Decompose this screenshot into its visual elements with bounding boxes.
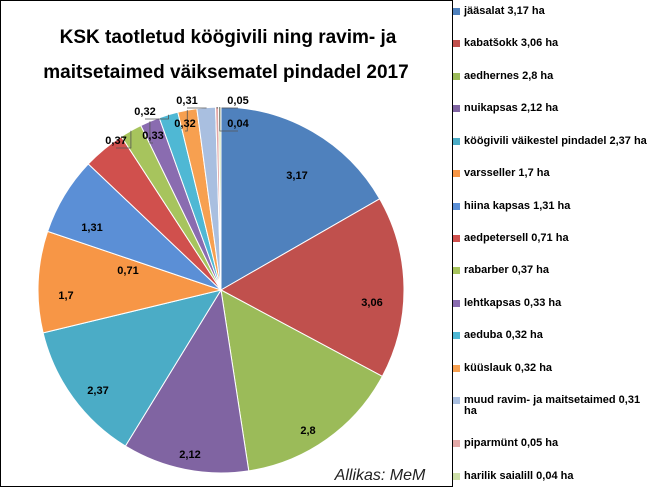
legend-item: lehtkapsas 0,33 ha (451, 296, 649, 309)
data-label: 0,05 (227, 95, 248, 107)
legend-label: aedpetersell 0,71 ha (464, 231, 569, 244)
data-label: 1,7 (58, 290, 73, 302)
pie-slice (220, 289, 384, 472)
pie-slice (218, 106, 222, 291)
legend-swatch (453, 202, 460, 210)
legend-item: hiina kapsas 1,31 ha (451, 199, 649, 212)
leader-line (219, 107, 238, 132)
legend-label: rabarber 0,37 ha (464, 264, 549, 277)
legend-label: nuikapsas 2,12 ha (464, 102, 559, 115)
leader-line (149, 121, 153, 144)
data-label: 1,31 (81, 222, 102, 234)
legend-label: piparmünt 0,05 ha (464, 437, 559, 450)
legend-item: nuikapsas 2,12 ha (451, 103, 649, 114)
legend-item: aedpetersell 0,71 ha (451, 231, 649, 244)
leader-line (185, 110, 188, 132)
legend-label: jääsalat 3,17 ha (464, 5, 545, 17)
data-label: 0,71 (117, 265, 138, 277)
pie-slice (124, 288, 250, 474)
data-label: 0,32 (134, 106, 155, 118)
legend-swatch (453, 234, 460, 242)
data-label: 3,17 (286, 170, 307, 182)
legend: jääsalat 3,17 ha kabatšokk 3,06 ha aedhern… (451, 6, 649, 482)
pie-slice (37, 230, 223, 334)
legend-swatch (453, 72, 460, 80)
legend-label: harilik saialill 0,04 ha (464, 469, 574, 482)
legend-swatch (453, 332, 460, 340)
legend-label: muud ravim- ja maitsetaimed 0,31 ha (464, 394, 641, 418)
legend-item: küüslauk 0,32 ha (451, 361, 649, 374)
legend-item: aedhernes 2,8 ha (451, 69, 649, 82)
legend-swatch (453, 440, 460, 448)
legend-swatch (453, 40, 460, 48)
legend-item: jääsalat 3,17 ha (451, 6, 649, 17)
leader-line (145, 114, 169, 120)
data-label: 3,06 (361, 297, 382, 309)
data-label: 0,04 (227, 118, 249, 130)
legend-label: küüslauk 0,32 ha (464, 361, 553, 374)
data-label: 2,37 (87, 385, 108, 397)
legend-label: aedhernes 2,8 ha (464, 69, 554, 82)
legend-item: kabatšokk 3,06 ha (451, 38, 649, 49)
legend-swatch (453, 170, 460, 178)
legend-item: varsseller 1,7 ha (451, 168, 649, 179)
leader-line (116, 130, 132, 149)
legend-swatch (453, 105, 460, 113)
legend-item: muud ravim- ja maitsetaimed 0,31 ha (451, 395, 649, 417)
legend-label: varsseller 1,7 ha (464, 167, 550, 180)
legend-label: aeduba 0,32 ha (464, 329, 543, 342)
pie-slice (220, 106, 381, 291)
legend-swatch (453, 397, 460, 405)
legend-item: köögivili väikestel pindadel 2,37 ha (451, 134, 649, 147)
data-label: 2,8 (300, 425, 315, 437)
legend-swatch (453, 267, 460, 275)
data-label: 0,32 (174, 118, 195, 130)
legend-swatch (453, 364, 460, 372)
chart-title: KSK taotletud köögivili ning ravim- ja (60, 27, 397, 48)
legend-label: köögivili väikestel pindadel 2,37 ha (464, 134, 647, 147)
pie-slice (219, 198, 405, 378)
leader-line (216, 107, 238, 109)
legend-item: harilik saialill 0,04 ha (451, 469, 649, 482)
legend-swatch (453, 8, 460, 15)
frame (0, 0, 453, 487)
pie-slice (42, 289, 223, 447)
data-label: 0,31 (176, 95, 197, 107)
legend-label: kabatšokk 3,06 ha (464, 37, 559, 50)
legend-swatch (453, 137, 460, 145)
legend-label: hiina kapsas 1,31 ha (464, 199, 571, 212)
data-label: 0,33 (142, 130, 163, 142)
legend-swatch (453, 472, 460, 480)
data-label: 2,12 (179, 449, 200, 461)
legend-item: piparmünt 0,05 ha (451, 438, 649, 449)
legend-swatch (453, 299, 460, 307)
legend-item: rabarber 0,37 ha (451, 265, 649, 276)
chart-title: maitsetaimed väiksematel pindadel 2017 (43, 62, 408, 83)
legend-item: aeduba 0,32 ha (451, 330, 649, 341)
source: Allikas: MeM (334, 467, 426, 484)
data-label: 0,37 (105, 135, 126, 147)
legend-label: lehtkapsas 0,33 ha (464, 296, 562, 309)
